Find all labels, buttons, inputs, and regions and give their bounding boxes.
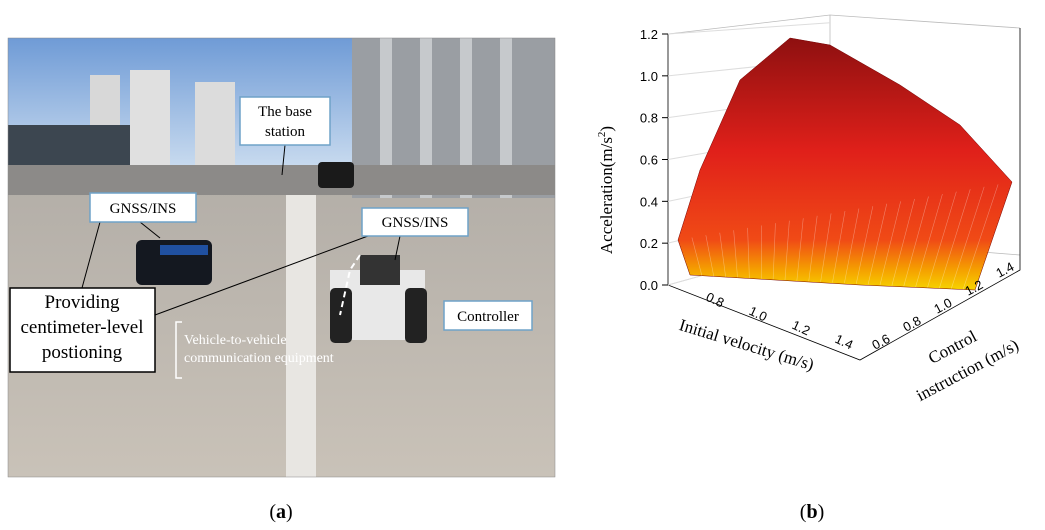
- x-tick-label: 0.8: [704, 289, 727, 310]
- annotation: postioning: [42, 342, 123, 363]
- annotation: centimeter-level: [20, 317, 143, 338]
- y-tick-label: 1.0: [931, 295, 954, 317]
- x-tick-label: 1.0: [747, 303, 770, 324]
- caption: (b): [800, 501, 824, 523]
- annotation: GNSS/INS: [382, 215, 449, 231]
- caption-letter: a: [276, 501, 286, 523]
- z-tick-label: 1.2: [640, 27, 658, 42]
- z-tick-label: 0.0: [640, 278, 658, 293]
- annotation: station: [265, 124, 305, 140]
- y-tick-label: 1.4: [993, 259, 1016, 281]
- z-tick-label: 1.0: [640, 69, 658, 84]
- caption-letter: b: [806, 501, 817, 523]
- annotation: Controller: [457, 309, 519, 325]
- z-tick-label: 0.8: [640, 111, 658, 126]
- caption: (a): [269, 501, 292, 523]
- caption-close: ): [286, 501, 293, 523]
- annotation: Vehicle-to-vehicle: [184, 333, 287, 348]
- x-tick-label: 1.2: [790, 317, 813, 338]
- figure: The base station GNSS/INS GNSS/INS Contr…: [0, 0, 1045, 530]
- annotation: GNSS/INS: [110, 201, 177, 217]
- z-axis-label: Acceleration(m/s2): [596, 126, 616, 254]
- caption-close: ): [818, 501, 825, 523]
- annotation: communication equipment: [184, 351, 334, 366]
- y-tick-label: 0.6: [869, 331, 892, 353]
- annotation: The base: [258, 104, 312, 120]
- x-tick-label: 1.4: [833, 331, 856, 352]
- z-tick-label: 0.4: [640, 194, 658, 209]
- z-tick-label: 0.6: [640, 153, 658, 168]
- surface: [678, 38, 1012, 290]
- z-tick-label: 0.2: [640, 236, 658, 251]
- z-label-main: Acceleration(m/s: [597, 137, 616, 254]
- annotation: Providing: [45, 292, 120, 313]
- z-label-end: ): [597, 126, 616, 132]
- y-tick-label: 0.8: [900, 313, 923, 335]
